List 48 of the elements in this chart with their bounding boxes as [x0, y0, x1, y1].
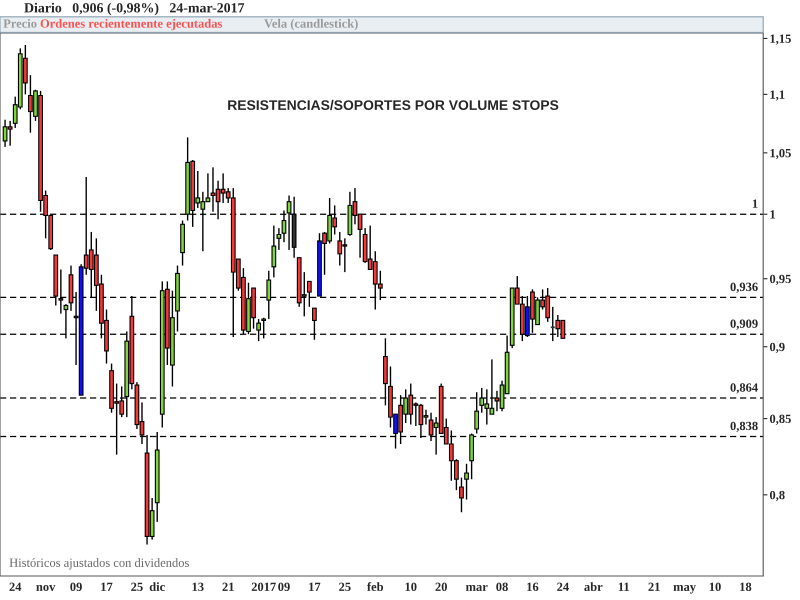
annotation: Históricos ajustados con dividendos: [10, 558, 189, 570]
annotation: RESISTENCIAS/SOPORTES POR VOLUME STOPS: [228, 100, 558, 110]
x-tick-label: 13: [192, 582, 204, 592]
x-tick-label: 20: [435, 582, 447, 592]
y-tick-label: 1,15: [770, 34, 791, 45]
ref-line-label: 0,864: [730, 383, 758, 394]
y-tick-label: 0,85: [770, 414, 791, 425]
y-tick-label: 0,95: [770, 274, 791, 285]
text: Vela (candlestick): [264, 18, 358, 30]
x-tick-label: 25: [339, 582, 351, 592]
x-tick-label: dic: [150, 582, 165, 592]
candlestick: [459, 476, 464, 513]
ref-line-label: 0,838: [730, 422, 758, 432]
x-tick-label: 2017: [252, 582, 276, 592]
candlestick: [271, 224, 276, 278]
chart-title: Diario 0,906 (-0,98%) 24-mar-2017: [24, 2, 244, 16]
x-tick-label: 21: [222, 582, 234, 591]
x-tick-label: 09: [278, 582, 290, 592]
x-tick-label: 17: [101, 582, 112, 591]
y-tick-label: 1,05: [770, 148, 791, 160]
x-tick-label: 18: [740, 582, 752, 592]
y-tick-label: 1,1: [770, 90, 784, 101]
x-tick-label: nov: [36, 585, 56, 592]
y-tick-label: 1: [770, 210, 776, 219]
x-tick-label: mar: [466, 585, 488, 592]
x-tick-label: 21: [648, 582, 660, 591]
x-tick-label: 25: [131, 582, 143, 592]
x-tick-label: 09: [70, 582, 82, 592]
y-tick-label: 0,8: [770, 490, 785, 502]
ref-line-label: 1: [752, 200, 758, 208]
x-tick-label: abr: [584, 582, 602, 592]
ref-line-label: 0,936: [730, 282, 758, 293]
text: Ordenes recientemente ejecutadas: [40, 18, 222, 30]
x-tick-label: 17: [309, 582, 320, 591]
x-tick-label: 10: [710, 582, 721, 592]
candlestick: [276, 227, 282, 251]
x-tick-label: 24: [9, 582, 22, 591]
text: Precio: [3, 18, 37, 28]
x-tick-label: 11: [618, 582, 630, 591]
x-tick-label: may: [673, 585, 696, 594]
x-tick-label: 10: [406, 582, 417, 592]
x-tick-label: 16: [527, 582, 538, 592]
ref-line-label: 0,909: [730, 319, 758, 330]
y-tick-label: 0,9: [770, 342, 785, 353]
x-tick-label: 08: [496, 582, 508, 592]
candlestick: [464, 463, 469, 500]
x-tick-label: 24: [557, 582, 569, 591]
x-tick-label: feb: [367, 582, 384, 592]
